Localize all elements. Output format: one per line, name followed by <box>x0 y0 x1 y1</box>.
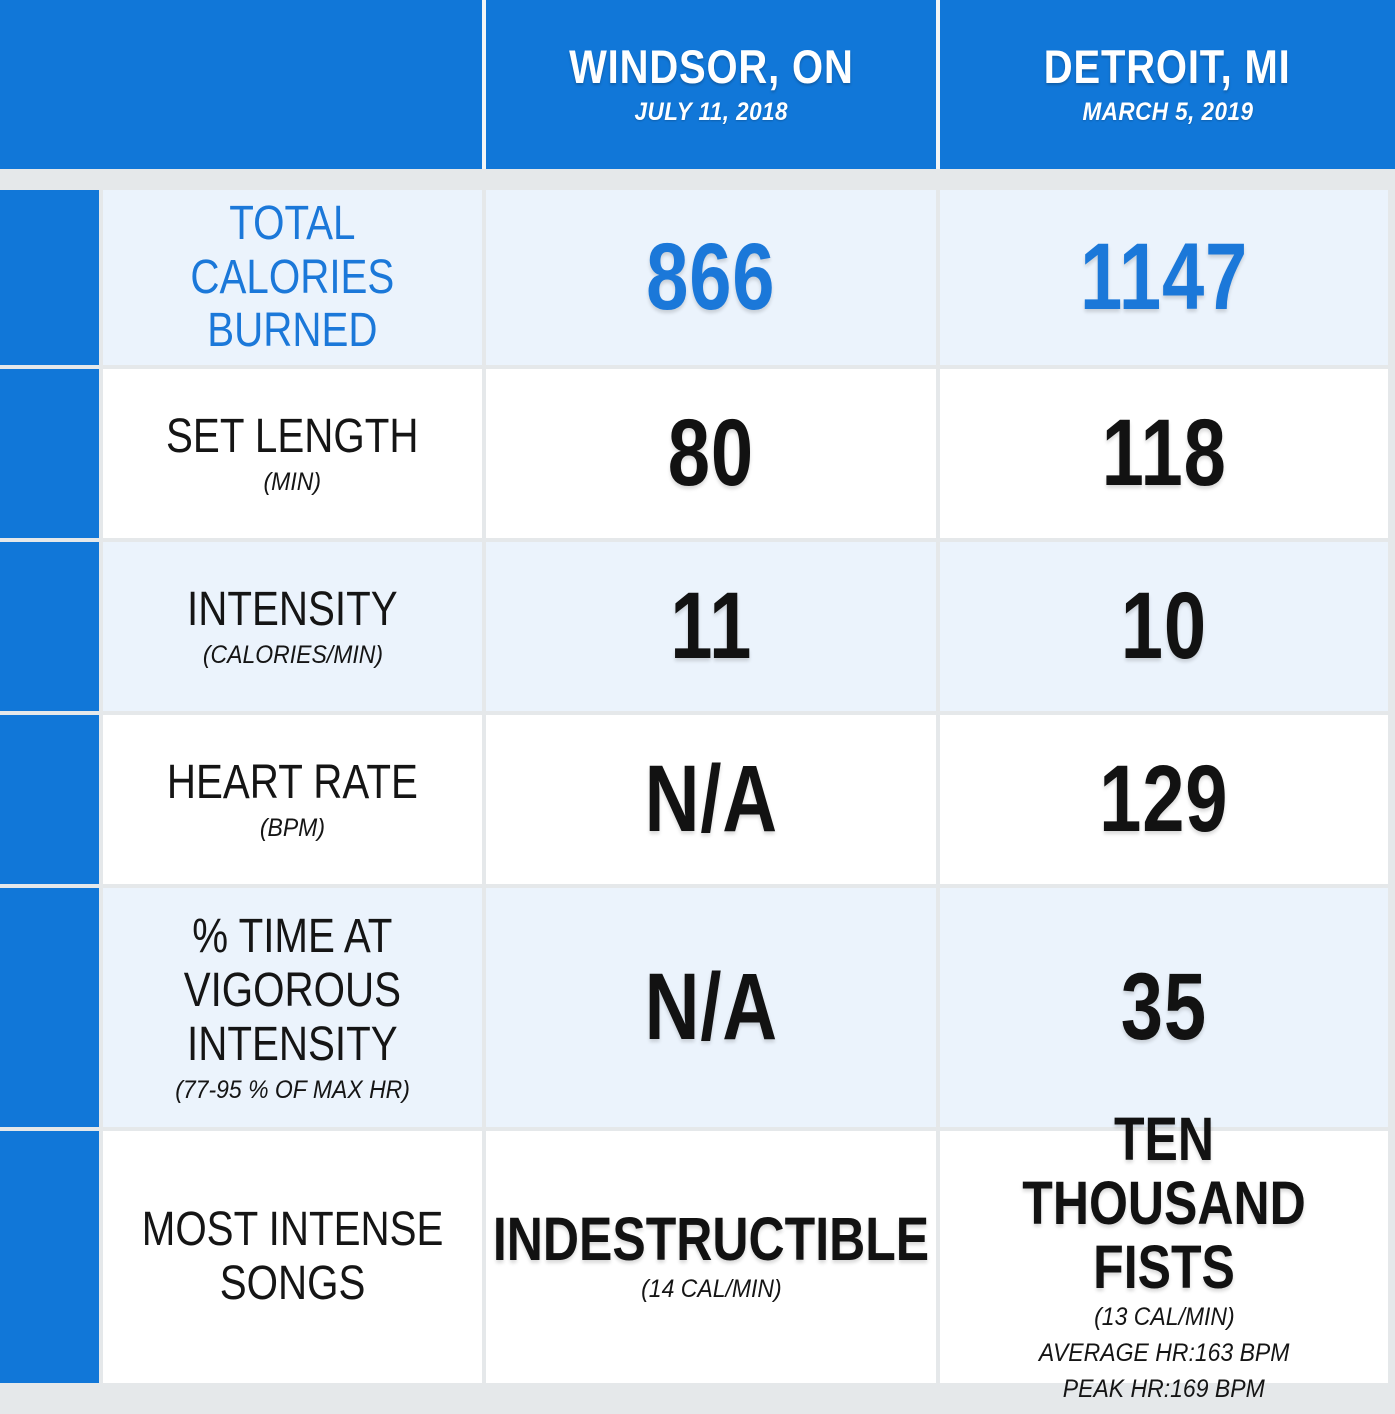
row-label-cell: TOTAL CALORIES BURNED <box>103 190 482 365</box>
detroit-value-cell: TEN THOUSAND FISTS (13 CAL/MIN) AVERAGE … <box>940 1107 1388 1403</box>
windsor-song-note: (14 CAL/MIN) <box>640 1275 782 1304</box>
row-label: % TIME AT VIGOROUS INTENSITY <box>183 910 402 1071</box>
row-sublabel: (CALORIES/MIN) <box>202 640 383 669</box>
detroit-value-cell: 35 <box>940 888 1388 1127</box>
row-label-cell: MOST INTENSE SONGS <box>103 1131 482 1383</box>
header-detroit-cell: DETROIT, MI MARCH 5, 2019 <box>940 0 1395 169</box>
row-accent-cell <box>0 369 99 538</box>
windsor-column-date: JULY 11, 2018 <box>634 97 788 126</box>
header-corner-cell <box>0 0 482 169</box>
windsor-value: N/A <box>644 954 778 1060</box>
windsor-value-cell: 80 <box>486 369 936 538</box>
header-windsor-cell: WINDSOR, ON JULY 11, 2018 <box>486 0 936 169</box>
detroit-value: 35 <box>1120 954 1208 1060</box>
row-label-cell: HEART RATE (BPM) <box>103 715 482 884</box>
table-body: TOTAL CALORIES BURNED 866 1147 SET LENGT… <box>0 190 1388 1403</box>
windsor-value: 80 <box>667 400 755 506</box>
windsor-value: 11 <box>670 573 752 679</box>
row-sublabel: (MIN) <box>263 467 322 496</box>
detroit-value: 1147 <box>1079 224 1249 330</box>
detroit-value-cell: 10 <box>940 542 1388 711</box>
row-label: TOTAL CALORIES BURNED <box>190 196 395 358</box>
windsor-value: N/A <box>644 746 778 852</box>
detroit-column-date: MARCH 5, 2019 <box>1082 97 1253 126</box>
row-label: INTENSITY <box>187 583 398 637</box>
row-label: MOST INTENSE SONGS <box>141 1203 444 1310</box>
detroit-song-peak-hr: PEAK HR:169 BPM <box>1063 1374 1265 1403</box>
windsor-song-title: INDESTRUCTIBLE <box>492 1205 930 1274</box>
windsor-value-cell: INDESTRUCTIBLE (14 CAL/MIN) <box>486 1131 936 1383</box>
row-label-cell: INTENSITY (CALORIES/MIN) <box>103 542 482 711</box>
detroit-song-note: (13 CAL/MIN) <box>1093 1303 1235 1332</box>
detroit-value-cell: 129 <box>940 715 1388 884</box>
detroit-column-title: DETROIT, MI <box>1044 40 1291 94</box>
windsor-value-cell: 11 <box>486 542 936 711</box>
windsor-value: 866 <box>646 224 776 330</box>
windsor-value-cell: N/A <box>486 715 936 884</box>
windsor-column-title: WINDSOR, ON <box>568 40 854 94</box>
detroit-value: 118 <box>1101 400 1227 506</box>
detroit-song-title: TEN THOUSAND FISTS <box>1022 1105 1306 1302</box>
row-accent-cell <box>0 542 99 711</box>
row-accent-cell <box>0 190 99 365</box>
detroit-value: 10 <box>1120 573 1208 679</box>
detroit-value: 129 <box>1099 746 1229 852</box>
row-label: HEART RATE <box>167 756 418 810</box>
row-accent-cell <box>0 1131 99 1383</box>
row-label: SET LENGTH <box>166 410 419 464</box>
row-sublabel: (BPM) <box>259 813 326 842</box>
row-label-cell: % TIME AT VIGOROUS INTENSITY (77-95 % OF… <box>103 888 482 1127</box>
row-label-cell: SET LENGTH (MIN) <box>103 369 482 538</box>
windsor-value-cell: 866 <box>486 190 936 365</box>
detroit-value-cell: 118 <box>940 369 1388 538</box>
row-accent-cell <box>0 715 99 884</box>
row-accent-cell <box>0 888 99 1127</box>
detroit-song-avg-hr: AVERAGE HR:163 BPM <box>1038 1339 1290 1368</box>
windsor-value-cell: N/A <box>486 888 936 1127</box>
row-sublabel: (77-95 % OF MAX HR) <box>175 1075 410 1104</box>
detroit-value-cell: 1147 <box>940 190 1388 365</box>
table-header: WINDSOR, ON JULY 11, 2018 DETROIT, MI MA… <box>0 0 1395 169</box>
